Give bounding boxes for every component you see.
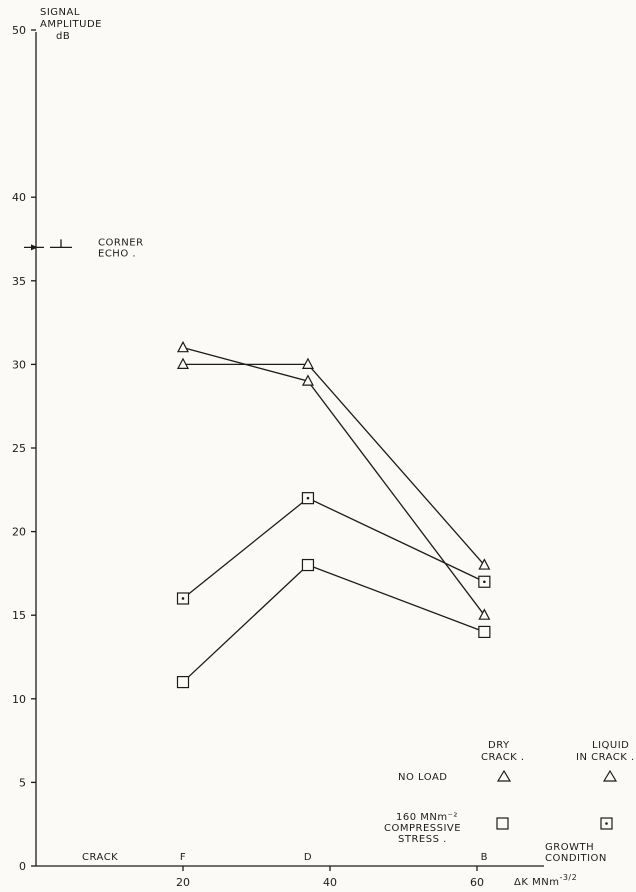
x-tick-label-40: 40 xyxy=(323,876,337,889)
corner-echo-arrowhead xyxy=(31,244,38,251)
corner-echo-marker: CORNER ECHO . xyxy=(24,237,144,259)
legend-row-stress-line-3: STRESS . xyxy=(398,834,447,845)
legend-row-no-load: NO LOAD xyxy=(398,772,447,783)
legend: DRY CRACK . LIQUID IN CRACK . NO LOAD 16… xyxy=(384,740,635,845)
x-ticks: 20 40 60 xyxy=(176,866,484,889)
y-tick-label-15: 15 xyxy=(12,609,26,622)
series-4-point-1 xyxy=(176,675,190,689)
legend-col-dry-line-1: DRY xyxy=(488,740,510,751)
x-axis-label: ΔK MNm-3/2 xyxy=(514,873,577,888)
legend-marker-liquid-triangle xyxy=(602,769,618,782)
series-2-line xyxy=(183,363,485,566)
series-2-point-3 xyxy=(478,558,491,570)
y-tick-label-0: 0 xyxy=(19,860,26,873)
y-axis-label-line-3: dB xyxy=(56,31,70,42)
crack-label: CRACK xyxy=(82,852,118,863)
condition-label: CONDITION xyxy=(545,853,607,864)
series-3-point-2-dot xyxy=(306,496,310,500)
x-axis-label-exponent: -3/2 xyxy=(559,873,577,882)
legend-row-stress-line-2: COMPRESSIVE xyxy=(384,823,461,834)
y-tick-label-50: 50 xyxy=(12,24,26,37)
legend-marker-dry-square xyxy=(496,817,509,830)
series-3-point-3-dot xyxy=(483,580,486,584)
series-2-point-2 xyxy=(301,357,314,369)
legend-col-dry-line-2: CRACK . xyxy=(481,752,525,763)
series-1-point-3 xyxy=(478,608,491,620)
legend-col-liquid-line-1: LIQUID xyxy=(592,740,629,751)
x-tick-label-20: 20 xyxy=(176,876,190,889)
y-tick-label-20: 20 xyxy=(12,526,26,539)
legend-col-liquid-line-2: IN CRACK . xyxy=(576,752,635,763)
y-tick-label-25: 25 xyxy=(12,442,26,455)
series-4-line xyxy=(182,564,485,683)
corner-echo-label-line-2: ECHO . xyxy=(98,248,136,259)
y-tick-label-35: 35 xyxy=(12,275,26,288)
y-tick-label-5: 5 xyxy=(19,776,26,789)
series-4-point-3 xyxy=(478,625,491,639)
series-4-point-2 xyxy=(301,558,315,572)
corner-echo-label-line-1: CORNER xyxy=(98,237,144,248)
growth-label: GROWTH xyxy=(545,842,594,853)
legend-marker-dry-triangle xyxy=(496,769,512,782)
legend-row-stress-line-1: 160 MNm⁻² xyxy=(396,812,458,823)
x-axis-label-unit: MNm xyxy=(532,877,559,888)
y-axis-label-line-1: SIGNAL xyxy=(40,7,80,18)
series-group xyxy=(176,340,491,689)
series-1-point-2 xyxy=(301,374,314,386)
x-axis-label-delta-k: ΔK xyxy=(514,877,528,888)
y-tick-label-10: 10 xyxy=(12,693,26,706)
crack-letter-b: B xyxy=(481,852,488,863)
crack-letter-f: F xyxy=(180,852,186,863)
y-tick-label-40: 40 xyxy=(12,191,26,204)
y-axis-label-line-2: AMPLITUDE xyxy=(40,19,102,30)
series-1-point-1 xyxy=(177,340,189,353)
y-tick-label-30: 30 xyxy=(12,358,26,371)
crack-letter-d: D xyxy=(304,852,312,863)
series-3-point-1-dot xyxy=(181,597,185,600)
legend-marker-liquid-square-dot xyxy=(605,822,608,825)
series-2-point-1 xyxy=(177,357,189,369)
x-tick-label-60: 60 xyxy=(470,876,484,889)
y-ticks: 0 5 10 15 20 25 30 35 40 50 xyxy=(12,24,36,873)
